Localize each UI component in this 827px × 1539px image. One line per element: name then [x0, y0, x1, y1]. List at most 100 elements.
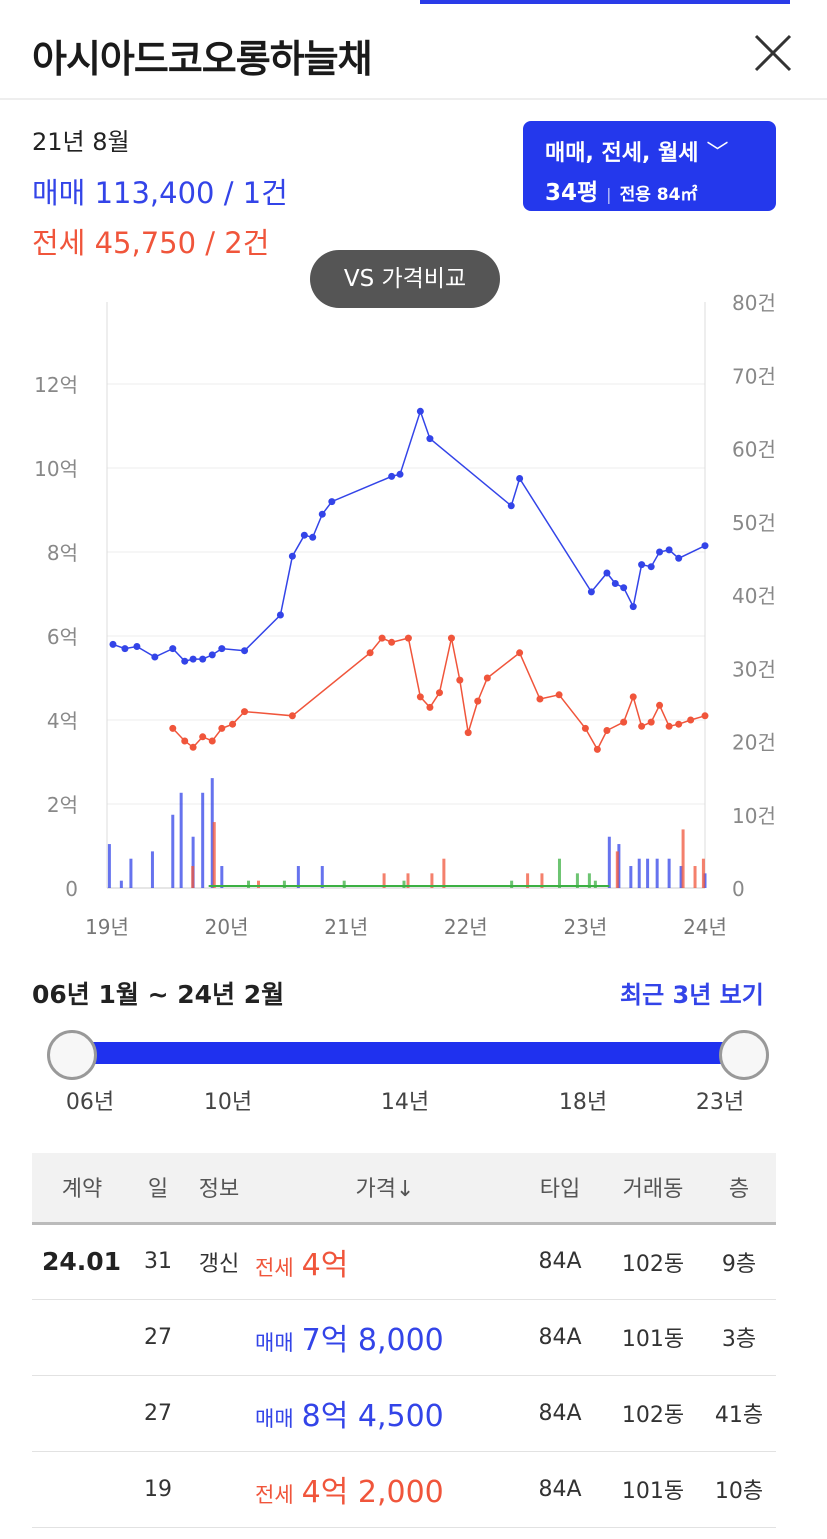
- table-row[interactable]: 24.01 31 갱신 전세 4억 84A 102동 9층: [32, 1223, 776, 1299]
- cell-type: 84A: [538, 1476, 582, 1502]
- monthly-volume-bar: [557, 858, 561, 888]
- cell-floor: 3층: [721, 1327, 757, 1352]
- jeonse-price-point: [675, 720, 683, 728]
- sale-price-line: [112, 408, 706, 663]
- sale-price-point: [675, 554, 683, 562]
- sale-price-point: [388, 472, 396, 480]
- sale-price-point: [638, 561, 646, 569]
- table-row[interactable]: 27 매매 7억 8,000 84A 101동 3층: [32, 1299, 776, 1375]
- trade-filter-button[interactable]: 매매, 전세, 월세 ﹀ 34평 | 전용 84㎡: [523, 121, 776, 211]
- cell-day: 31: [144, 1249, 172, 1274]
- y-right-tick-label: 40건: [732, 584, 776, 608]
- x-tick-label: 19년: [85, 915, 129, 939]
- jeonse-price-point: [687, 716, 695, 724]
- cell-info: [184, 1451, 254, 1527]
- jeonse-price-point: [638, 722, 646, 730]
- price-value: 8억 4,500: [301, 1399, 444, 1434]
- sale-volume-bar: [179, 792, 183, 888]
- cell-floor: 10층: [714, 1479, 764, 1504]
- range-tick: 14년: [380, 1090, 430, 1115]
- jeonse-volume-bar: [212, 822, 216, 888]
- sale-price-point: [701, 542, 709, 550]
- col-price-sort[interactable]: 가격↓: [254, 1153, 516, 1225]
- jeonse-volume-bar: [701, 858, 705, 888]
- y-left-tick-label: 2억: [47, 793, 78, 817]
- sale-volume-bar: [150, 851, 154, 888]
- price-type: 매매: [255, 1407, 294, 1431]
- sale-volume-bar: [607, 836, 611, 888]
- jeonse-volume-bar: [693, 866, 697, 888]
- col-info: 정보: [184, 1153, 254, 1225]
- transaction-table: 계약 일 정보 가격↓ 타입 거래동 층 24.01 31 갱신 전세 4억 84…: [32, 1153, 776, 1528]
- range-label: 06년 1월 ~ 24년 2월: [32, 980, 285, 1009]
- cell-dong: 101동: [621, 1479, 685, 1504]
- sale-volume-bar: [210, 778, 214, 888]
- sale-price-point: [109, 640, 117, 648]
- jeonse-volume-bar: [526, 873, 530, 888]
- summary-jeonse-price: 전세 45,750 / 2건: [32, 226, 270, 260]
- jeonse-volume-bar: [540, 873, 544, 888]
- sale-volume-bar: [655, 858, 659, 888]
- y-right-tick-label: 60건: [732, 438, 776, 462]
- sale-volume-bar: [646, 858, 650, 888]
- jeonse-price-point: [620, 718, 628, 726]
- y-right-tick-label: 30건: [732, 657, 776, 681]
- sale-price-point: [208, 651, 216, 659]
- sale-price-point: [288, 552, 296, 560]
- x-tick-label: 21년: [324, 915, 368, 939]
- top-accent-bar: [420, 0, 790, 4]
- cell-dong: 102동: [621, 1251, 685, 1277]
- monthly-volume-bar: [575, 873, 579, 888]
- sale-price-point: [507, 502, 515, 510]
- jeonse-price-point: [555, 691, 563, 699]
- cell-day: 19: [144, 1476, 172, 1502]
- jeonse-price-point: [181, 737, 189, 745]
- jeonse-volume-bar: [615, 851, 619, 888]
- range-tick: 18년: [558, 1090, 608, 1115]
- sale-volume-bar: [667, 858, 671, 888]
- jeonse-price-point: [199, 733, 207, 741]
- sale-price-point: [151, 653, 159, 661]
- sale-price-point: [416, 407, 424, 415]
- x-tick-label: 24년: [683, 915, 727, 939]
- jeonse-price-point: [447, 634, 455, 642]
- table-row[interactable]: 27 매매 8억 4,500 84A 102동 41층: [32, 1375, 776, 1451]
- range-slider-end-handle[interactable]: [719, 1030, 769, 1080]
- y-left-tick-label: 0: [65, 877, 78, 901]
- jeonse-price-point: [656, 701, 664, 709]
- jeonse-price-point: [483, 674, 491, 682]
- y-right-tick-label: 0: [732, 877, 745, 901]
- table-row[interactable]: 19 전세 4억 2,000 84A 101동 10층: [32, 1451, 776, 1527]
- price-value: 7억 8,000: [301, 1323, 444, 1358]
- jeonse-volume-bar: [406, 873, 410, 888]
- y-right-tick-label: 50건: [732, 511, 776, 535]
- cell-floor: 41층: [714, 1403, 764, 1428]
- sale-price-point: [300, 531, 308, 539]
- sale-price-point: [133, 643, 141, 650]
- jeonse-price-point: [464, 729, 472, 737]
- jeonse-price-point: [701, 712, 709, 720]
- table-header-row: 계약 일 정보 가격↓ 타입 거래동 층: [32, 1153, 776, 1225]
- range-slider-start-handle[interactable]: [47, 1030, 97, 1080]
- sale-volume-bar: [679, 866, 683, 888]
- divider: |: [606, 185, 612, 204]
- monthly-volume-bar: [510, 880, 514, 888]
- col-type: 타입: [516, 1153, 604, 1225]
- y-right-tick-label: 20건: [732, 731, 776, 755]
- y-left-tick-label: 4억: [47, 709, 78, 733]
- cell-contract: 24.01: [42, 1247, 122, 1276]
- cell-dong: 101동: [621, 1327, 685, 1352]
- vs-compare-button[interactable]: VS 가격비교: [310, 250, 500, 308]
- sale-volume-bar: [637, 858, 641, 888]
- range-slider-track[interactable]: [70, 1042, 742, 1064]
- sale-price-point: [611, 580, 619, 587]
- sale-volume-bar: [703, 873, 707, 888]
- range-tick: 10년: [203, 1090, 253, 1115]
- recent-3-years-link[interactable]: 최근 3년 보기: [620, 981, 764, 1009]
- close-button[interactable]: [750, 30, 796, 76]
- jeonse-price-point: [665, 722, 673, 730]
- cell-info: [184, 1299, 254, 1375]
- jeonse-price-point: [593, 745, 601, 753]
- jeonse-price-point: [388, 638, 396, 646]
- cell-dong: 102동: [621, 1403, 685, 1428]
